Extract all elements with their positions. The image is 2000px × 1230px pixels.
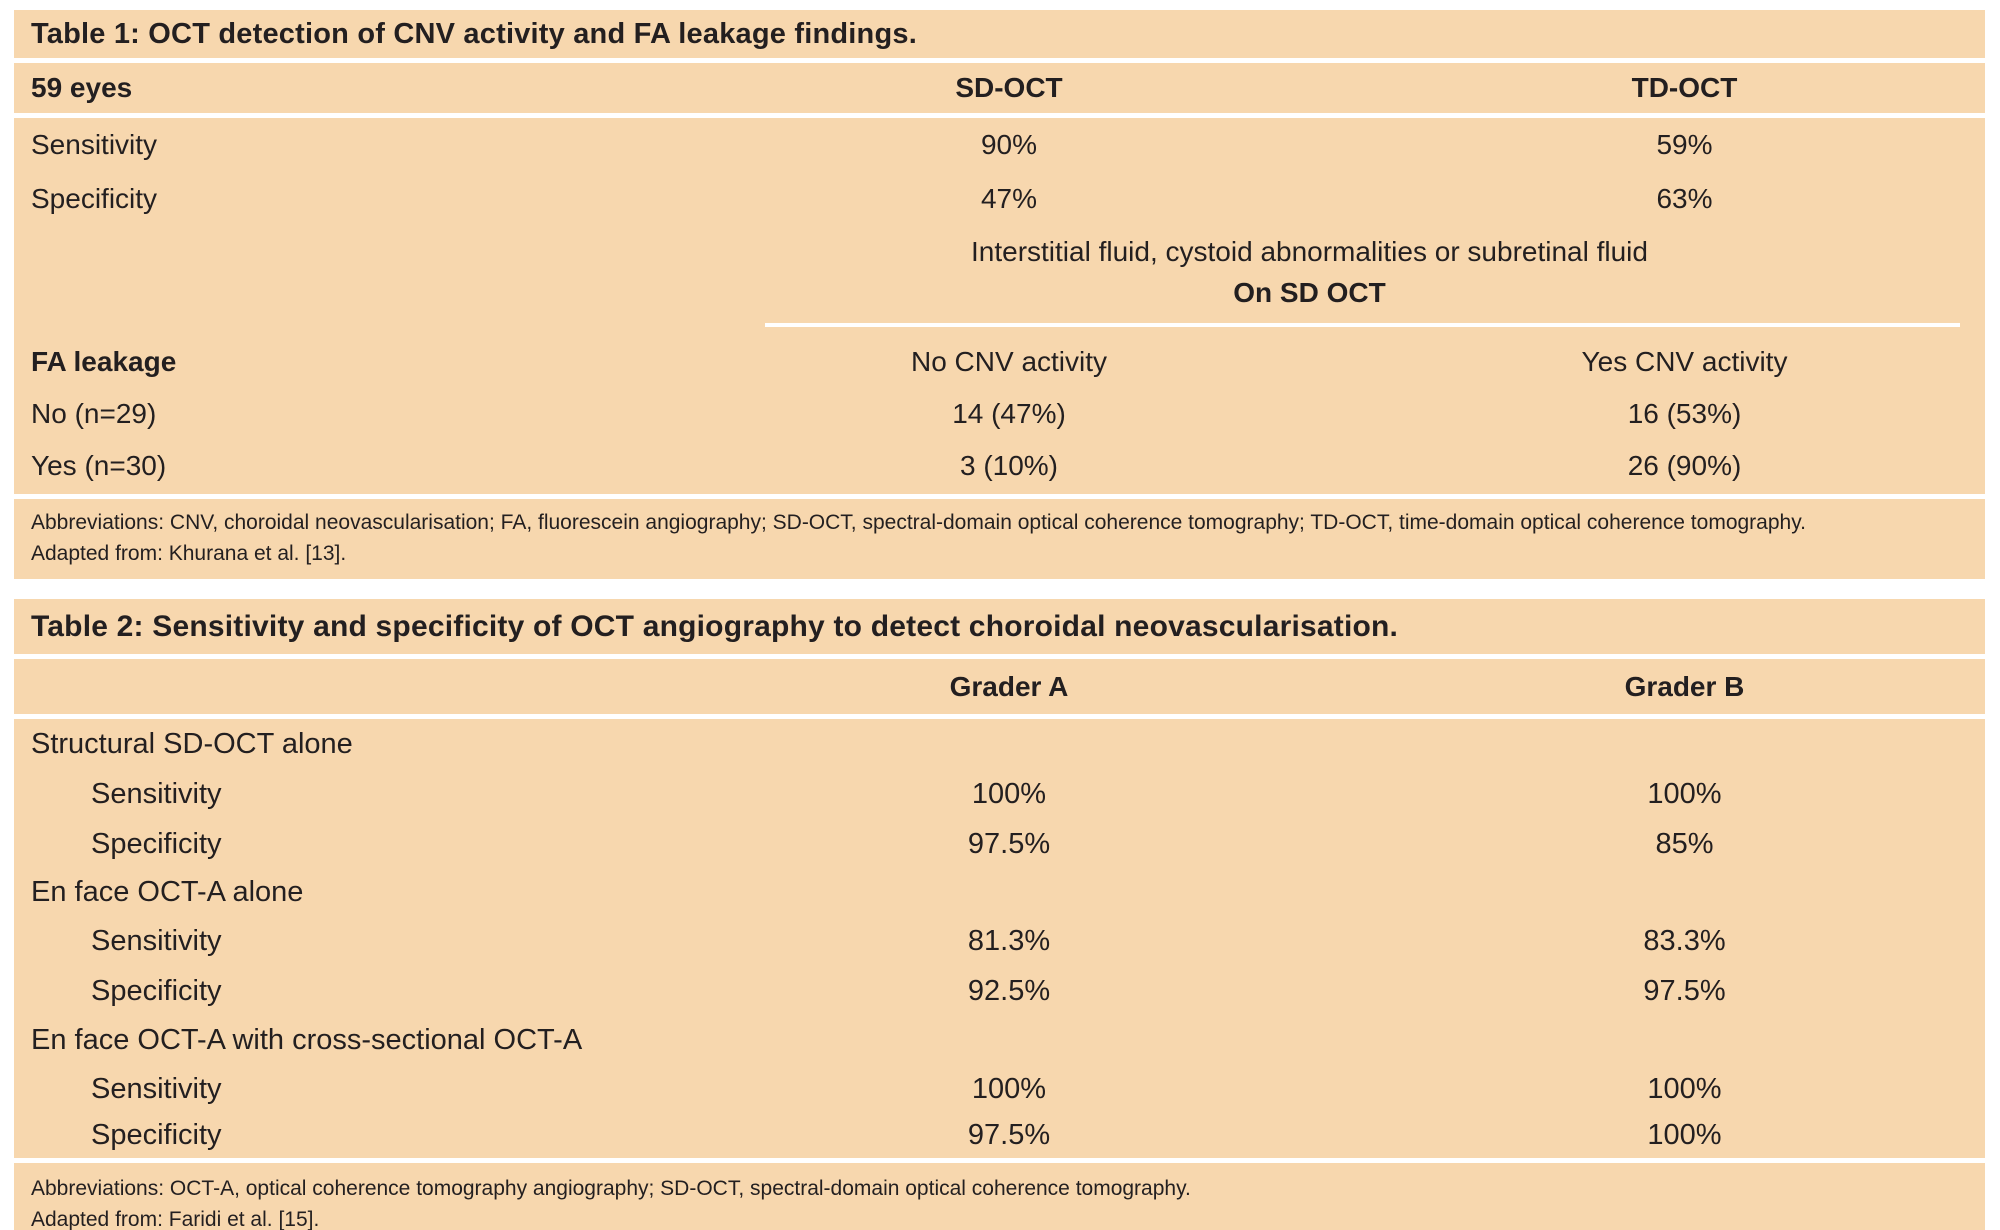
table1-spanner-underline [765,323,1960,327]
table1-subheader-col-a: No CNV activity [910,346,1108,377]
table2-abbreviations-text: Abbreviations: OCT-A, optical coherence … [31,1177,1191,1200]
table-row: Sensitivity 100% 100% [14,1064,1985,1114]
table2-group-enface-cross-sectional-label: En face OCT-A with cross-sectional OCT-A [31,1023,583,1056]
table1-abbreviations-text: Abbreviations: CNV, choroidal neovascula… [31,511,1806,534]
table1-title: Table 1: OCT detection of CNV activity a… [31,17,917,50]
table2-row-grader-b-value: 83.3% [1643,924,1726,957]
table1-row-specificity-sdoct: 47% [980,183,1038,214]
table2-row-label: Specificity [91,1118,222,1151]
table1-subheader-col-b: Yes CNV activity [1581,346,1788,377]
table2-group-enface-octa-label: En face OCT-A alone [31,876,304,908]
table-row: Specificity 92.5% 97.5% [14,966,1985,1016]
table-row: Sensitivity 100% 100% [14,769,1985,819]
table1-header-row: 59 eyes SD-OCT TD-OCT [14,63,1985,113]
table2-row-grader-a-value: 100% [971,777,1047,810]
table1-row-sensitivity-sdoct: 90% [980,129,1038,160]
table2-body: Structural SD-OCT alone Sensitivity 100%… [14,719,1985,1158]
table2-row-grader-b-value: 85% [1655,827,1714,860]
table-row: Yes (n=30) 3 (10%) 26 (90%) [14,440,1985,492]
table2-row-label: Sensitivity [91,777,222,810]
table2-row-grader-b-value: 100% [1647,1072,1722,1105]
table1-header-label: 59 eyes [31,72,133,103]
table1-adapted-from-text: Adapted from: Khurana et al. [13]. [31,542,347,565]
table2-row-grader-b-value: 97.5% [1643,974,1726,1007]
table2-row-grader-b-value: 100% [1647,777,1722,810]
table2-group-row: Structural SD-OCT alone [14,719,1985,769]
table1-row-fa-yes-label: Yes (n=30) [31,450,167,481]
table2-row-label: Sensitivity [91,1072,222,1105]
table2-group-row: En face OCT-A alone [14,869,1985,916]
table1-row-fa-no-nocnv: 14 (47%) [952,398,1066,429]
table2-adapted-from-text: Adapted from: Faridi et al. [15]. [31,1208,320,1230]
tables-divider-gap [14,584,1985,599]
table-row: Sensitivity 90% 59% [14,118,1985,172]
table-row: No (n=29) 14 (47%) 16 (53%) [14,388,1985,440]
table1-footnote: Abbreviations: CNV, choroidal neovascula… [14,499,1985,579]
table2-group-structural-sdoct-label: Structural SD-OCT alone [31,727,353,760]
table2-group-row: En face OCT-A with cross-sectional OCT-A [14,1016,1985,1064]
table2-header-grader-b: Grader B [1624,670,1745,702]
table1-spanner-line2: On SD OCT [1233,277,1386,308]
table1-row-sensitivity-label: Sensitivity [31,129,158,160]
table2-row-grader-b-value: 100% [1647,1118,1722,1151]
table1-spanner-line1: Interstitial fluid, cystoid abnormalitie… [971,236,1648,267]
table1-row-fa-no-label: No (n=29) [31,398,157,429]
table2-footnote: Abbreviations: OCT-A, optical coherence … [14,1163,1985,1230]
table1-row-fa-yes-nocnv: 3 (10%) [959,450,1059,481]
table2-row-grader-a-value: 97.5% [967,827,1051,860]
table2-row-grader-a-value: 100% [971,1072,1047,1105]
table2-row-label: Specificity [91,827,222,860]
table1-spanner-rule-area [14,314,1985,336]
table1-spanner-header: Interstitial fluid, cystoid abnormalitie… [634,226,1985,314]
table-row: Specificity 47% 63% [14,172,1985,226]
table2-row-label: Specificity [91,974,222,1007]
table1-row-specificity-tdoct: 63% [1656,183,1713,214]
table2-title: Table 2: Sensitivity and specificity of … [31,609,1399,643]
table2-header-grader-a: Grader A [949,670,1069,702]
table-row: Sensitivity 81.3% 83.3% [14,916,1985,966]
table2-row-grader-a-value: 81.3% [967,924,1051,957]
table-row: Specificity 97.5% 100% [14,1114,1985,1156]
table2-row-label: Sensitivity [91,924,222,957]
table1-row-specificity-label: Specificity [31,183,158,214]
table1-subheader-label: FA leakage [31,346,177,377]
table2-row-grader-a-value: 97.5% [967,1118,1051,1151]
table1-body: Sensitivity 90% 59% Specificity 47% 63% … [14,118,1985,494]
table1-subheader-row: FA leakage No CNV activity Yes CNV activ… [14,336,1985,388]
table1-header-col-a: SD-OCT [955,72,1063,103]
table1-row-fa-yes-yescnv: 26 (90%) [1627,450,1742,481]
table2-header-row: Grader A Grader B [14,659,1985,714]
table1-header-col-b: TD-OCT [1631,72,1738,103]
table-row: Specificity 97.5% 85% [14,819,1985,869]
table1-row-sensitivity-tdoct: 59% [1656,129,1713,160]
table2-title-band: Table 2: Sensitivity and specificity of … [14,599,1985,654]
table1-row-fa-no-yescnv: 16 (53%) [1627,398,1742,429]
table1-title-band: Table 1: OCT detection of CNV activity a… [14,10,1985,58]
table2-row-grader-a-value: 92.5% [967,974,1051,1007]
